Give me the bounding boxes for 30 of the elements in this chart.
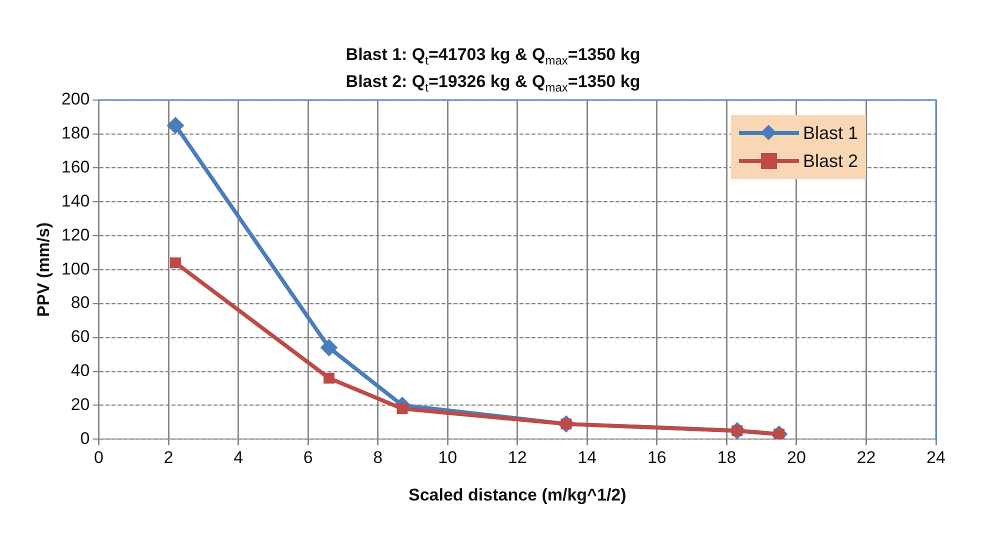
y-tick-label: 200: [61, 90, 90, 109]
y-tick-label: 180: [61, 124, 90, 143]
y-tick-label: 160: [61, 158, 90, 177]
x-tick-label: 22: [856, 448, 876, 468]
y-axis-title: PPV (mm/s): [34, 222, 53, 317]
chart-subtitle: Blast 2: Q$_{t}$=19326 kg & Q$_{max}$=1350 kg: [346, 72, 640, 95]
x-tick-label: 14: [578, 448, 597, 468]
x-tick-label: 4: [234, 448, 244, 468]
legend-label: Blast 1: [802, 122, 858, 144]
y-tick-label: 40: [70, 361, 90, 380]
y-tick-label: 0: [80, 428, 90, 448]
x-axis-title: Scaled distance (m/kg^1/2): [408, 485, 626, 504]
y-tick-label: 140: [61, 191, 90, 210]
chart-title: Blast 1: Q$_{t}$=41703 kg & Q$_{max}$=1350 kg: [344, 44, 642, 70]
x-tick-label: 8: [373, 448, 383, 468]
x-tick-label: 24: [926, 448, 946, 468]
x-tick-label: 16: [647, 448, 666, 468]
y-tick-label: 60: [70, 327, 90, 346]
x-tick-label: 2: [164, 448, 174, 468]
y-tick-label: 80: [70, 293, 90, 312]
legend-label: Blast 2: [802, 150, 858, 172]
y-tick-label: 100: [61, 259, 90, 278]
y-tick-label: 120: [61, 225, 90, 244]
x-tick-label: 6: [303, 448, 313, 468]
x-tick-label: 18: [717, 448, 736, 468]
y-tick-label: 20: [70, 394, 90, 414]
x-tick-label: 0: [94, 448, 104, 468]
x-tick-label: 10: [438, 448, 458, 468]
x-tick-label: 12: [508, 448, 527, 468]
x-tick-label: 20: [787, 448, 806, 468]
